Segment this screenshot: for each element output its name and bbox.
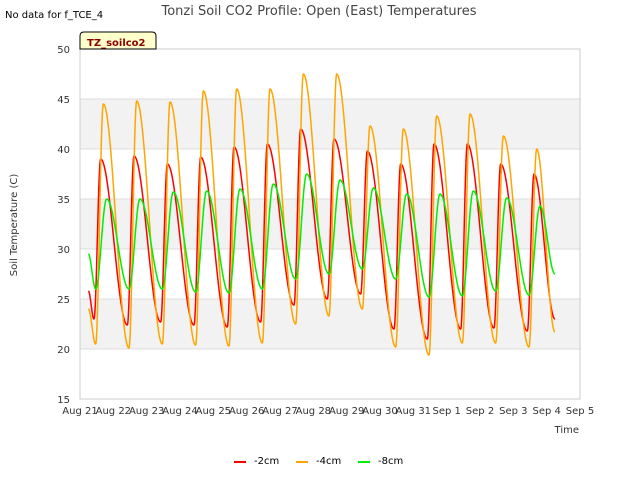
dataset-badge-label: TZ_soilco2 — [87, 38, 146, 49]
x-tick-label: Sep 2 — [466, 406, 494, 417]
x-tick-label: Aug 21 — [62, 406, 97, 417]
x-tick-label: Aug 30 — [362, 406, 397, 417]
x-tick-label: Aug 26 — [229, 406, 264, 417]
y-tick-label: 15 — [57, 395, 70, 406]
x-tick-label: Aug 27 — [262, 406, 297, 417]
x-tick-label: Aug 23 — [129, 406, 164, 417]
x-tick-label: Aug 24 — [162, 406, 197, 417]
legend-label: -4cm — [316, 456, 341, 467]
y-tick-label: 20 — [57, 345, 70, 356]
y-tick-label: 25 — [57, 295, 70, 306]
dataset-badge: TZ_soilco2 — [79, 31, 157, 50]
x-tick-label: Aug 31 — [396, 406, 431, 417]
x-axis-label: Time — [554, 425, 579, 436]
y-tick-labels: 15 20 25 30 35 40 45 50 — [57, 45, 70, 406]
x-tick-label: Sep 1 — [432, 406, 460, 417]
x-tick-label: Aug 22 — [96, 406, 131, 417]
x-tick-label: Aug 25 — [196, 406, 231, 417]
series-layer — [87, 73, 556, 356]
x-tick-label: Aug 28 — [296, 406, 331, 417]
x-tick-label: Aug 29 — [329, 406, 364, 417]
chart-title: Tonzi Soil CO2 Profile: Open (East) Temp… — [160, 4, 476, 19]
x-tick-label: Sep 3 — [499, 406, 527, 417]
y-tick-label: 50 — [57, 45, 70, 56]
y-tick-label: 40 — [57, 145, 70, 156]
legend: -2cm -4cm -8cm — [234, 456, 403, 467]
y-tick-label: 35 — [57, 195, 70, 206]
series-line--8cm — [87, 173, 556, 298]
no-data-note: No data for f_TCE_4 — [5, 10, 103, 21]
series-line--4cm — [87, 73, 556, 356]
x-tick-label: Sep 4 — [532, 406, 560, 417]
plot-frame — [79, 48, 581, 400]
background-band — [80, 99, 580, 149]
legend-label: -8cm — [378, 456, 403, 467]
x-tick-label: Sep 5 — [566, 406, 594, 417]
legend-label: -2cm — [254, 456, 279, 467]
y-tick-label: 45 — [57, 95, 70, 106]
y-axis-label: Soil Temperature (C) — [9, 174, 20, 277]
y-tick-label: 30 — [57, 245, 70, 256]
